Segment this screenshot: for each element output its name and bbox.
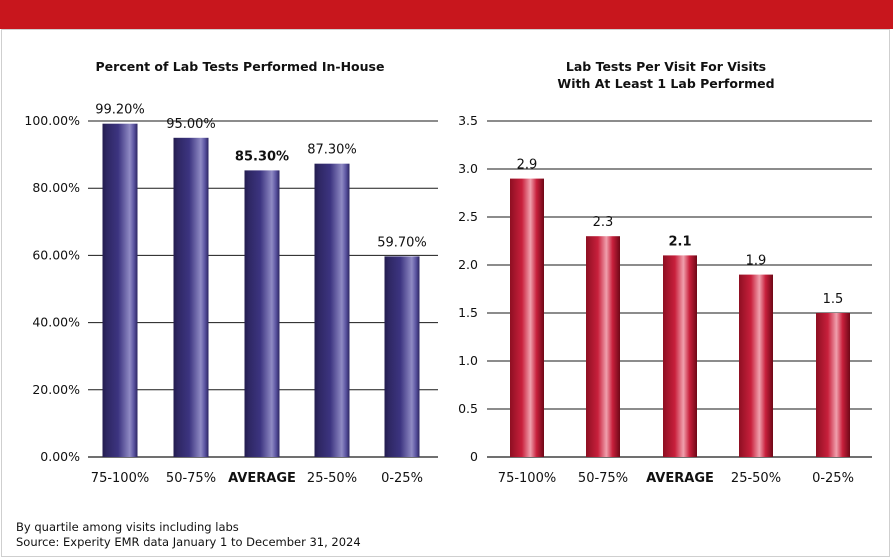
footnote-quartile: By quartile among visits including labs [16,520,239,534]
chart-title-line-2: With At Least 1 Lab Performed [557,76,774,91]
chart-title-line-1: Lab Tests Per Visit For Visits [566,59,766,74]
data-label: 95.00% [166,117,216,132]
bar [816,313,850,457]
y-tick-label: 60.00% [32,247,80,262]
category-label: 75-100% [91,471,149,486]
bar [102,123,138,458]
lab-inhouse-chart: Percent of Lab Tests Performed In-House … [24,59,438,486]
category-label: 50-75% [166,471,216,486]
bar [739,274,773,457]
data-label: 1.9 [746,254,767,269]
y-tick-label: 3.0 [458,161,478,176]
y-tick-label: 2.5 [458,209,478,224]
data-label: 59.70% [377,235,427,250]
y-tick-label: 1.0 [458,353,478,368]
bar [314,163,350,457]
category-label: 75-100% [498,471,556,486]
bar [586,236,620,457]
category-label: AVERAGE [228,471,296,486]
category-label: 25-50% [731,471,781,486]
bar [510,178,544,457]
y-tick-label: 100.00% [24,113,80,128]
data-label: 2.1 [668,234,691,249]
category-label: 0-25% [381,471,423,486]
category-label: 0-25% [812,471,854,486]
y-tick-label: 3.5 [458,113,478,128]
y-tick-label: 80.00% [32,180,80,195]
y-tick-label: 40.00% [32,315,80,330]
top-banner [0,0,893,29]
data-label: 2.9 [517,158,538,173]
bar [244,170,280,457]
data-label: 2.3 [593,215,614,230]
y-tick-label: 1.5 [458,305,478,320]
bar [384,256,420,457]
category-label: AVERAGE [646,471,714,486]
bar [663,255,697,457]
bar [173,137,209,458]
y-tick-label: 20.00% [32,382,80,397]
category-label: 50-75% [578,471,628,486]
category-label: 25-50% [307,471,357,486]
y-tick-label: 0 [470,449,478,464]
y-tick-label: 0.5 [458,401,478,416]
data-label: 85.30% [235,149,289,164]
data-label: 99.20% [95,103,145,118]
chart-frame [1,29,890,557]
lab-tests-per-visit-chart: Lab Tests Per Visit For Visits With At L… [458,59,872,486]
data-label: 1.5 [823,292,844,307]
footnote-source: Source: Experity EMR data January 1 to D… [16,535,361,549]
data-label: 87.30% [307,143,357,158]
y-tick-label: 2.0 [458,257,478,272]
chart-title: Percent of Lab Tests Performed In-House [96,59,385,74]
y-tick-label: 0.00% [40,449,80,464]
